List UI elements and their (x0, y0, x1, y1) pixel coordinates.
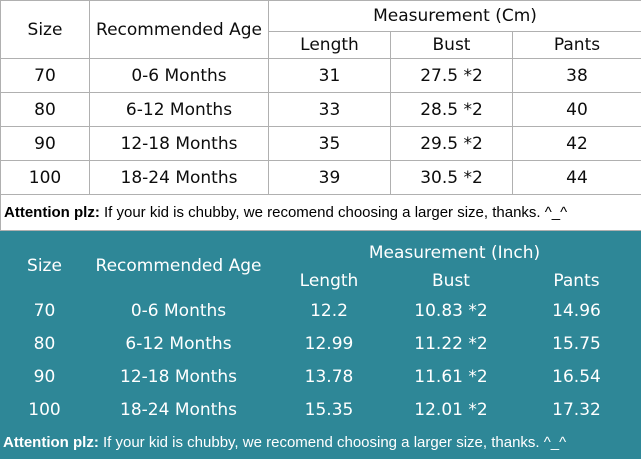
inch-length-value: 13.78 (304, 366, 354, 387)
inch-header-measurement: Measurement (Inch) (368, 243, 541, 263)
cm-size-value: 100 (0, 160, 90, 195)
cm-pants-value: 44 (512, 160, 641, 195)
cm-header-size: Size (0, 0, 90, 59)
cm-age-value: 6-12 Months (89, 92, 269, 127)
attention-note-text: If your kid is chubby, we recomend choos… (98, 434, 567, 451)
inch-subheader-pants: Pants (553, 271, 600, 291)
inch-header-recommended-age: Recommended Age (95, 256, 262, 276)
cm-size-value: 80 (0, 92, 90, 127)
table-row: 100 18-24 Months 15.35 12.01 *2 17.32 (0, 393, 641, 426)
inch-length-value: 12.2 (310, 300, 348, 321)
cm-age-value: 12-18 Months (89, 126, 269, 161)
cm-age-value: 0-6 Months (89, 58, 269, 93)
attention-note-text: If your kid is chubby, we recomend choos… (99, 204, 568, 221)
inch-size-value: 80 (33, 333, 56, 354)
inch-age-value: 18-24 Months (120, 399, 237, 420)
cm-length-value: 39 (268, 160, 391, 195)
inch-subheader-length: Length (299, 271, 359, 291)
inch-section: Size Recommended Age Measurement (Inch) … (0, 231, 641, 459)
cm-header-measurement: Measurement (Cm) (268, 0, 641, 32)
cm-subheader-pants: Pants (512, 31, 641, 59)
inch-size-table: Size Recommended Age Measurement (Inch) … (0, 238, 641, 426)
cm-pants-value: 40 (512, 92, 641, 127)
inch-length-value: 15.35 (304, 399, 354, 420)
cm-age-value: 18-24 Months (89, 160, 269, 195)
cm-pants-value: 38 (512, 58, 641, 93)
cm-pants-value: 42 (512, 126, 641, 161)
cm-length-value: 31 (268, 58, 391, 93)
inch-bust-value: 10.83 *2 (414, 300, 488, 321)
inch-header-size: Size (27, 256, 62, 276)
inch-pants-value: 14.96 (552, 300, 601, 321)
inch-subheader-bust: Bust (432, 271, 470, 291)
inch-bust-value: 11.22 *2 (414, 333, 488, 354)
cm-attention-note: Attention plz: If your kid is chubby, we… (0, 194, 641, 231)
inch-age-value: 12-18 Months (120, 366, 237, 387)
table-row: 90 12-18 Months 35 29.5 *2 42 (0, 126, 641, 161)
attention-note-label: Attention plz: (4, 204, 100, 221)
table-row: 100 18-24 Months 39 30.5 *2 44 (0, 160, 641, 195)
attention-note-label: Attention plz: (3, 434, 99, 451)
cm-subheader-length: Length (268, 31, 391, 59)
cm-bust-value: 30.5 *2 (390, 160, 513, 195)
inch-bust-value: 12.01 *2 (414, 399, 488, 420)
cm-size-value: 90 (0, 126, 90, 161)
inch-pants-value: 17.32 (552, 399, 601, 420)
cm-header-recommended-age: Recommended Age (89, 0, 269, 59)
cm-subheader-bust: Bust (390, 31, 513, 59)
inch-size-value: 100 (28, 399, 61, 420)
inch-size-value: 90 (33, 366, 56, 387)
inch-length-value: 12.99 (304, 333, 354, 354)
inch-pants-value: 15.75 (552, 333, 601, 354)
cm-size-table: Size Recommended Age Measurement (Cm) Le… (0, 0, 641, 231)
inch-age-value: 6-12 Months (125, 333, 232, 354)
inch-bust-value: 11.61 *2 (414, 366, 488, 387)
inch-pants-value: 16.54 (552, 366, 601, 387)
inch-age-value: 0-6 Months (130, 300, 227, 321)
cm-bust-value: 27.5 *2 (390, 58, 513, 93)
table-row: 70 0-6 Months 31 27.5 *2 38 (0, 58, 641, 93)
table-row: 70 0-6 Months 12.2 10.83 *2 14.96 (0, 294, 641, 327)
cm-bust-value: 29.5 *2 (390, 126, 513, 161)
inch-attention-note: Attention plz: If your kid is chubby, we… (0, 426, 641, 451)
table-row: 80 6-12 Months 12.99 11.22 *2 15.75 (0, 327, 641, 360)
cm-length-value: 33 (268, 92, 391, 127)
table-row: 80 6-12 Months 33 28.5 *2 40 (0, 92, 641, 127)
cm-size-value: 70 (0, 58, 90, 93)
cm-bust-value: 28.5 *2 (390, 92, 513, 127)
table-row: 90 12-18 Months 13.78 11.61 *2 16.54 (0, 360, 641, 393)
inch-size-value: 70 (33, 300, 56, 321)
cm-length-value: 35 (268, 126, 391, 161)
